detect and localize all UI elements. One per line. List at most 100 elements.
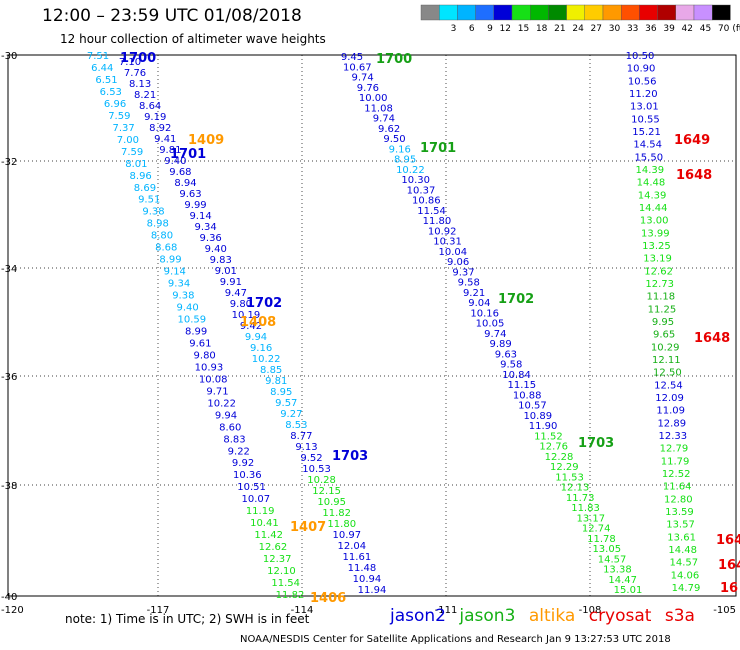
wave-height-value: 8.68 bbox=[155, 243, 177, 254]
wave-height-value: 10.31 bbox=[433, 237, 462, 248]
wave-height-value: 10.86 bbox=[412, 196, 441, 207]
wave-height-value: 7.76 bbox=[124, 68, 146, 79]
wave-height-value: 9.34 bbox=[168, 279, 190, 290]
wave-height-value: 9.80 bbox=[194, 350, 216, 361]
wave-height-value: 10.08 bbox=[199, 374, 228, 385]
wave-height-value: 9.99 bbox=[184, 200, 206, 211]
wave-height-value: 12.79 bbox=[660, 444, 689, 455]
wave-height-value: 9.83 bbox=[210, 255, 232, 266]
scale-swatch bbox=[493, 4, 513, 21]
wave-height-value: 10.41 bbox=[250, 518, 279, 529]
scale-swatch bbox=[693, 4, 713, 21]
wave-height-value: 11.83 bbox=[571, 503, 600, 514]
scale-swatch bbox=[511, 4, 531, 21]
wave-height-value: 12.74 bbox=[582, 524, 611, 535]
wave-height-value: 9.94 bbox=[245, 332, 267, 343]
wave-height-value: 14.57 bbox=[598, 554, 627, 565]
lat-tick-label: -32 bbox=[1, 157, 17, 168]
wave-height-value: 9.21 bbox=[463, 288, 485, 299]
wave-height-value: 9.62 bbox=[378, 124, 400, 135]
lon-tick-label: -114 bbox=[291, 605, 314, 616]
wave-height-value: 9.42 bbox=[240, 321, 262, 332]
wave-height-value: 9.40 bbox=[205, 244, 227, 255]
wave-height-value: 11.48 bbox=[348, 563, 377, 574]
wave-height-value: 13.57 bbox=[666, 520, 695, 531]
wave-height-value: 9.14 bbox=[189, 211, 211, 222]
wave-height-value: 12.62 bbox=[259, 542, 288, 553]
wave-height-value: 8.94 bbox=[174, 178, 196, 189]
wave-height-value: 9.40 bbox=[164, 156, 186, 167]
scale-unit: (ft) bbox=[732, 24, 740, 34]
wave-height-value: 8.69 bbox=[134, 183, 156, 194]
lat-tick-label: -36 bbox=[1, 372, 17, 383]
wave-height-value: 10.04 bbox=[439, 247, 468, 258]
scale-label: 42 bbox=[682, 24, 693, 34]
wave-height-value: 12.04 bbox=[338, 541, 367, 552]
wave-height-value: 11.15 bbox=[508, 380, 537, 391]
lon-tick-label: -120 bbox=[1, 605, 24, 616]
wave-height-value: 11.73 bbox=[566, 493, 595, 504]
wave-height-value: 9.38 bbox=[172, 291, 194, 302]
wave-height-value: 9.38 bbox=[142, 207, 164, 218]
wave-height-value: 9.13 bbox=[295, 442, 317, 453]
scale-label: 70 bbox=[718, 24, 730, 34]
wave-height-value: 9.89 bbox=[489, 339, 511, 350]
track-time-label: 1700 bbox=[120, 51, 156, 66]
wave-height-value: 8.85 bbox=[260, 365, 282, 376]
track-time-label: 1649 bbox=[674, 133, 710, 148]
wave-height-value: 12.10 bbox=[267, 566, 296, 577]
wave-height-value: 10.95 bbox=[317, 497, 346, 508]
track-time-label: 1702 bbox=[246, 296, 282, 311]
wave-height-value: 7.59 bbox=[121, 147, 143, 158]
track-time-label: 1700 bbox=[376, 52, 412, 67]
wave-height-value: 12.33 bbox=[659, 431, 688, 442]
scale-label: 39 bbox=[663, 24, 675, 34]
wave-height-value: 12.50 bbox=[653, 368, 682, 379]
credit-line: NOAA/NESDIS Center for Satellite Applica… bbox=[240, 634, 671, 645]
wave-height-value: 8.80 bbox=[151, 231, 173, 242]
wave-height-value: 9.16 bbox=[389, 144, 411, 155]
wave-height-value: 11.09 bbox=[656, 406, 685, 417]
wave-height-value: 10.53 bbox=[302, 464, 331, 475]
wave-height-value: 11.19 bbox=[246, 506, 275, 517]
scale-swatch bbox=[548, 4, 567, 21]
track-time-label: 1406 bbox=[310, 591, 346, 606]
wave-height-value: 12.76 bbox=[539, 442, 568, 453]
wave-height-value: 10.28 bbox=[307, 475, 336, 486]
scale-swatch bbox=[675, 4, 695, 21]
scale-swatch bbox=[530, 4, 549, 21]
scale-swatch bbox=[439, 4, 458, 21]
wave-height-value: 10.59 bbox=[178, 315, 207, 326]
wave-height-value: 11.94 bbox=[358, 585, 387, 596]
wave-height-value: 6.96 bbox=[104, 99, 126, 110]
wave-height-value: 10.22 bbox=[396, 165, 425, 176]
wave-height-value: 9.22 bbox=[228, 446, 250, 457]
track-time-label: 164 bbox=[716, 533, 740, 548]
wave-height-value: 9.63 bbox=[179, 189, 201, 200]
wave-height-value: 7.51 bbox=[87, 51, 109, 62]
wave-height-value: 13.01 bbox=[630, 102, 659, 113]
wave-height-value: 14.39 bbox=[636, 165, 665, 176]
wave-height-value: 9.57 bbox=[275, 398, 297, 409]
wave-height-value: 8.98 bbox=[147, 219, 169, 230]
wave-height-value: 9.47 bbox=[225, 288, 247, 299]
scale-swatch bbox=[457, 4, 476, 21]
wave-height-value: 14.48 bbox=[668, 545, 697, 556]
wave-height-value: 14.44 bbox=[639, 203, 668, 214]
scale-label: 6 bbox=[469, 24, 475, 34]
scale-swatch bbox=[602, 4, 622, 21]
wave-height-value: 9.71 bbox=[206, 386, 228, 397]
wave-height-value: 12.09 bbox=[655, 393, 684, 404]
footer-note: note: 1) Time is in UTC; 2) SWH is in fe… bbox=[65, 612, 310, 626]
wave-height-value: 8.77 bbox=[290, 431, 312, 442]
wave-height-value: 10.84 bbox=[502, 370, 531, 381]
scale-label: 18 bbox=[536, 24, 548, 34]
wave-height-value: 9.81 bbox=[265, 376, 287, 387]
scale-label: 45 bbox=[700, 24, 711, 34]
wave-height-value: 8.83 bbox=[223, 434, 245, 445]
wave-height-value: 10.37 bbox=[407, 185, 436, 196]
wave-height-value: 9.74 bbox=[351, 73, 373, 84]
track-time-label: 1703 bbox=[332, 449, 368, 464]
wave-height-value: 14.47 bbox=[608, 575, 637, 586]
